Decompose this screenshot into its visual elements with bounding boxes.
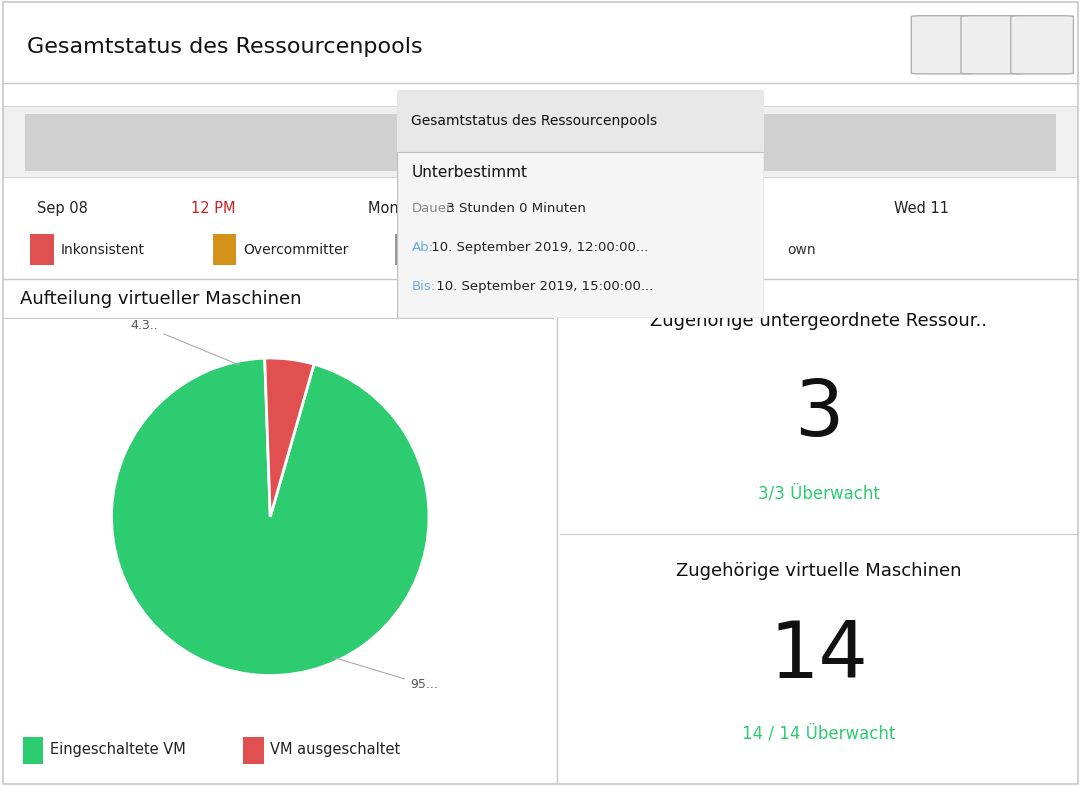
Text: ⧉: ⧉ — [418, 292, 427, 306]
Text: Unknown/Down: Unknown/Down — [426, 243, 534, 256]
Text: 3/3 Überwacht: 3/3 Überwacht — [758, 485, 880, 503]
Bar — [396, 233, 419, 265]
Text: Gesamtstatus des Ressourcenpools: Gesamtstatus des Ressourcenpools — [27, 37, 423, 57]
Bar — [685, 114, 737, 171]
Text: Eingeschaltete VM: Eingeschaltete VM — [50, 742, 186, 757]
Text: Unterbestimmt: Unterbestimmt — [412, 165, 528, 180]
Text: Zugehörige untergeordnete Ressour..: Zugehörige untergeordnete Ressour.. — [651, 313, 987, 330]
Text: 12 PM: 12 PM — [190, 200, 235, 216]
Text: 10. September 2019, 12:00:00...: 10. September 2019, 12:00:00... — [427, 241, 649, 254]
FancyBboxPatch shape — [1011, 16, 1073, 74]
Text: Gesamtstatus des Ressourcenpools: Gesamtstatus des Ressourcenpools — [412, 114, 657, 128]
Text: Bis:: Bis: — [412, 280, 436, 293]
Text: Aufteilung virtueller Maschinen: Aufteilung virtueller Maschinen — [19, 290, 302, 308]
Bar — [397, 90, 764, 152]
Text: ↄ: ↄ — [1037, 36, 1047, 53]
FancyBboxPatch shape — [961, 16, 1024, 74]
Text: ≡: ≡ — [482, 290, 496, 308]
Bar — [3, 106, 1078, 177]
Text: Overcommitter: Overcommitter — [243, 243, 348, 256]
Text: 3: 3 — [795, 376, 843, 452]
Text: 10. September 2019, 15:00:00...: 10. September 2019, 15:00:00... — [432, 280, 653, 293]
Text: 4.3..: 4.3.. — [131, 319, 239, 365]
FancyBboxPatch shape — [397, 90, 764, 318]
Wedge shape — [265, 358, 313, 517]
Bar — [23, 737, 43, 764]
Bar — [30, 233, 54, 265]
Bar — [25, 114, 1056, 171]
Text: 14 / 14 Überwacht: 14 / 14 Überwacht — [743, 724, 895, 742]
Text: 12 PM: 12 PM — [717, 200, 761, 216]
Text: own: own — [788, 243, 816, 256]
Text: 14: 14 — [770, 618, 868, 694]
Text: Zugehörige virtuelle Maschinen: Zugehörige virtuelle Maschinen — [676, 562, 962, 580]
Bar — [213, 233, 237, 265]
Text: Inkonsistent: Inkonsistent — [61, 243, 144, 256]
Text: 95...: 95... — [333, 657, 438, 691]
Text: VM ausgeschaltet: VM ausgeschaltet — [270, 742, 400, 757]
FancyBboxPatch shape — [911, 16, 974, 74]
Text: Wed 11: Wed 11 — [894, 200, 949, 216]
Text: Dauer:: Dauer: — [412, 203, 456, 215]
Text: Sep 08: Sep 08 — [37, 200, 88, 216]
Bar — [242, 737, 264, 764]
Text: Ab:: Ab: — [412, 241, 433, 254]
Text: 3 Stunden 0 Minuten: 3 Stunden 0 Minuten — [442, 203, 586, 215]
Text: Mon 09: Mon 09 — [369, 200, 423, 216]
Wedge shape — [111, 358, 429, 675]
Text: ⊕: ⊕ — [935, 36, 950, 53]
Text: ⊖: ⊖ — [985, 36, 1000, 53]
